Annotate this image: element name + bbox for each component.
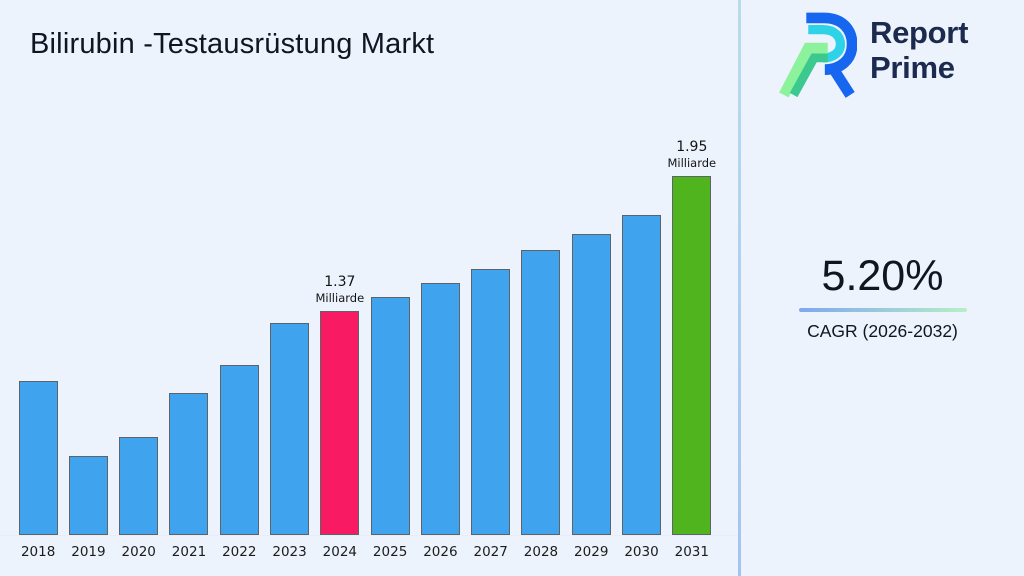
- bar-2028: [521, 250, 561, 535]
- annotation-value: 1.37: [324, 274, 356, 290]
- x-tick-2022: 2022: [222, 544, 257, 560]
- x-tick-2026: 2026: [423, 544, 458, 560]
- bar-column-2026: 2026: [415, 94, 465, 560]
- bar-2023: [270, 323, 310, 535]
- x-tick-2031: 2031: [674, 544, 709, 560]
- bar-2024: [320, 311, 360, 535]
- bar-2026: [420, 283, 460, 535]
- brand-wordmark: Report Prime: [870, 10, 968, 85]
- brand-word-prime: Prime: [870, 50, 955, 85]
- bar-column-2031: 1.95 Milliarde 2031: [667, 94, 717, 560]
- cagr-label: CAGR (2026-2032): [807, 321, 958, 341]
- x-tick-2029: 2029: [574, 544, 609, 560]
- annotation-value: 1.95: [676, 139, 708, 155]
- x-tick-2020: 2020: [121, 544, 156, 560]
- x-tick-2018: 2018: [20, 544, 56, 560]
- cagr-value: 5.20%: [821, 252, 944, 300]
- x-tick-2023: 2023: [272, 544, 307, 560]
- x-tick-2024: 2024: [322, 544, 357, 560]
- bar-column-2022: 2022: [214, 94, 264, 560]
- x-tick-2028: 2028: [523, 544, 559, 560]
- bar-2031: [672, 176, 712, 535]
- brand-word-report: Report: [870, 15, 969, 50]
- bar-2027: [471, 269, 511, 535]
- x-tick-2019: 2019: [71, 544, 106, 560]
- chart-baseline: [0, 535, 740, 536]
- vertical-divider: [738, 0, 741, 576]
- report-prime-logo-icon: [779, 12, 857, 98]
- bar-2019: [68, 456, 108, 535]
- bar-column-2020: 2020: [114, 94, 164, 560]
- bar-2021: [169, 393, 209, 535]
- annotation-unit: Milliarde: [667, 156, 717, 170]
- page-title: Bilirubin -Testausrüstung Markt: [30, 28, 435, 61]
- bar-2020: [119, 437, 159, 535]
- bar-annotation-2031: 1.95 Milliarde: [667, 139, 716, 170]
- annotation-unit: Milliarde: [315, 291, 365, 305]
- bar-column-2019: 2019: [63, 94, 113, 560]
- bar-column-2027: 2027: [466, 94, 516, 560]
- cagr-block: 5.20% CAGR (2026-2032): [741, 252, 1024, 342]
- bar-2018: [18, 381, 58, 535]
- bar-column-2018: 2018: [13, 94, 63, 560]
- bar-column-2021: 2021: [164, 94, 214, 560]
- bar-2025: [370, 297, 410, 535]
- bar-column-2025: 2025: [365, 94, 415, 560]
- x-tick-2021: 2021: [171, 544, 207, 560]
- x-tick-2030: 2030: [624, 544, 659, 560]
- bar-2029: [571, 234, 611, 535]
- bar-2022: [219, 365, 259, 535]
- x-tick-2025: 2025: [372, 544, 408, 560]
- bar-column-2028: 2028: [516, 94, 566, 560]
- x-tick-2027: 2027: [473, 544, 508, 560]
- bar-column-2029: 2029: [566, 94, 616, 560]
- bar-column-2030: 2030: [616, 94, 666, 560]
- brand: Report Prime: [779, 10, 968, 98]
- bar-column-2023: 2023: [264, 94, 314, 560]
- bar-column-2024: 1.37 Milliarde 2024: [315, 94, 365, 560]
- bar-annotation-2024: 1.37 Milliarde: [316, 274, 365, 305]
- bar-2030: [622, 215, 662, 535]
- cagr-underline: [798, 308, 967, 312]
- bar-chart: 2018 2019 2020 2021 2022 2023 1.37 Milliarde 202…: [0, 94, 740, 560]
